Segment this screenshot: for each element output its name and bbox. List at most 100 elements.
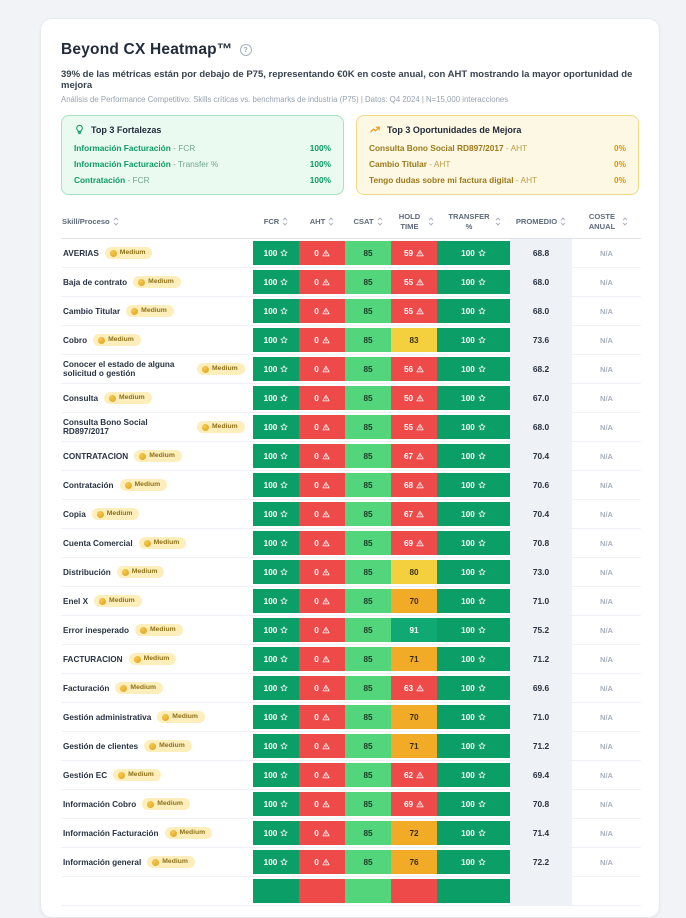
coste-anual-cell: N/A <box>600 770 613 780</box>
priority-dot-icon <box>133 655 141 663</box>
skill-cell: Facturación Medium <box>61 674 253 702</box>
transfer-cell: 100 <box>437 645 510 673</box>
strength-item: ContrataciónFCR 100% <box>74 172 331 188</box>
promedio-cell: 73.6 <box>510 326 572 354</box>
table-row[interactable]: Cobro Medium 100 0 85 83 100 73.6 N/A <box>61 326 641 355</box>
star-icon <box>280 655 288 663</box>
coste-anual-cell: N/A <box>600 712 613 722</box>
fcr-cell: 100 <box>253 616 299 644</box>
warning-icon <box>322 568 330 576</box>
column-header-promedio[interactable]: PROMEDIO <box>510 205 572 238</box>
hold-time-cell <box>391 877 437 905</box>
table-row[interactable]: CONTRATACION Medium 100 0 85 67 100 70.4 N/A <box>61 442 641 471</box>
coste-anual-cell: N/A <box>600 538 613 548</box>
sort-icon[interactable] <box>560 217 566 226</box>
table-row[interactable]: Consulta Medium 100 0 85 50 100 67.0 N/A <box>61 384 641 413</box>
sort-icon[interactable] <box>622 217 628 226</box>
table-row[interactable]: Baja de contrato Medium 100 0 85 55 100 68.0 N/A <box>61 268 641 297</box>
transfer-cell: 100 <box>437 732 510 760</box>
csat-cell: 85 <box>345 500 391 528</box>
table-row[interactable]: FACTURACION Medium 100 0 85 71 100 71.2 N/A <box>61 645 641 674</box>
priority-dot-icon <box>109 249 117 257</box>
star-icon <box>280 626 288 634</box>
column-header-aht[interactable]: AHT <box>299 205 345 238</box>
fcr-cell: 100 <box>253 442 299 470</box>
skill-cell: Cuenta Comercial Medium <box>61 529 253 557</box>
table-row[interactable]: Distribución Medium 100 0 85 80 100 73.0 N/A <box>61 558 641 587</box>
table-row[interactable]: Enel X Medium 100 0 85 70 100 71.0 N/A <box>61 587 641 616</box>
priority-dot-icon <box>169 829 177 837</box>
skill-name: FACTURACION <box>63 654 123 664</box>
hold-time-cell: 62 <box>391 761 437 789</box>
opportunity-metric: AHT <box>514 175 538 185</box>
column-header-skill[interactable]: Skill/Proceso <box>61 205 253 238</box>
table-row[interactable]: AVERIAS Medium 100 0 85 59 100 68.8 N/A <box>61 239 641 268</box>
csat-cell: 85 <box>345 674 391 702</box>
hold-time-cell: 69 <box>391 790 437 818</box>
coste-anual-cell: N/A <box>600 683 613 693</box>
table-row[interactable]: Información general Medium 100 0 85 76 100 72.2… <box>61 848 641 877</box>
strengths-panel: Top 3 Fortalezas Información Facturación… <box>61 115 344 195</box>
priority-dot-icon <box>138 278 146 286</box>
promedio-cell: 68.0 <box>510 297 572 325</box>
table-row[interactable]: Consulta Bono Social RD897/2017 Medium 100… <box>61 413 641 442</box>
summary-text: 39% de las métricas están por debajo de … <box>61 69 633 91</box>
column-header-coste-anual[interactable]: COSTE ANUAL <box>572 205 641 238</box>
sort-icon[interactable] <box>113 217 119 226</box>
column-header-fcr[interactable]: FCR <box>253 205 299 238</box>
strength-value: 100% <box>309 175 331 185</box>
hold-time-cell: 69 <box>391 529 437 557</box>
table-row[interactable]: Error inesperado Medium 100 0 85 91 100 75.2 N/A <box>61 616 641 645</box>
csat-cell: 85 <box>345 355 391 383</box>
table-row[interactable]: Contratación Medium 100 0 85 68 100 70.6 N/A <box>61 471 641 500</box>
transfer-cell <box>437 877 510 905</box>
star-icon <box>478 684 486 692</box>
sort-icon[interactable] <box>282 217 288 226</box>
sort-icon[interactable] <box>377 217 383 226</box>
csat-cell: 85 <box>345 645 391 673</box>
table-row[interactable]: Conocer el estado de alguna solicitud o … <box>61 355 641 384</box>
sort-icon[interactable] <box>495 217 501 226</box>
table-row[interactable]: Cuenta Comercial Medium 100 0 85 69 100 70.8 N/A <box>61 529 641 558</box>
csat-cell: 85 <box>345 732 391 760</box>
hold-time-cell: 71 <box>391 732 437 760</box>
table-row[interactable] <box>61 877 641 906</box>
star-icon <box>280 307 288 315</box>
warning-icon <box>416 684 424 692</box>
table-row[interactable]: Copia Medium 100 0 85 67 100 70.4 N/A <box>61 500 641 529</box>
promedio-cell: 69.4 <box>510 761 572 789</box>
promedio-cell: 70.8 <box>510 790 572 818</box>
aht-cell <box>299 877 345 905</box>
table-row[interactable]: Gestión administrativa Medium 100 0 85 70 100 7… <box>61 703 641 732</box>
aht-cell: 0 <box>299 558 345 586</box>
hold-time-cell: 70 <box>391 587 437 615</box>
star-icon <box>280 597 288 605</box>
table-row[interactable]: Gestión de clientes Medium 100 0 85 71 100 71.2… <box>61 732 641 761</box>
star-icon <box>280 858 288 866</box>
opportunities-title: Top 3 Oportunidades de Mejora <box>387 124 522 135</box>
promedio-cell: 72.2 <box>510 848 572 876</box>
table-row[interactable]: Cambio Titular Medium 100 0 85 55 100 68.0 N/A <box>61 297 641 326</box>
csat-cell: 85 <box>345 384 391 412</box>
card-header: Beyond CX Heatmap™ ? <box>61 41 639 59</box>
priority-dot-icon <box>143 539 151 547</box>
column-header-hold-time[interactable]: HOLD TIME <box>391 205 437 238</box>
opportunity-item: Tengo dudas sobre mi factura digitalAHT … <box>369 172 626 188</box>
table-row[interactable]: Gestión EC Medium 100 0 85 62 100 69.4 N/A <box>61 761 641 790</box>
sort-icon[interactable] <box>428 217 434 226</box>
column-header-transfer[interactable]: TRANSFER % <box>437 205 510 238</box>
column-header-csat[interactable]: CSAT <box>345 205 391 238</box>
help-icon[interactable]: ? <box>239 44 252 56</box>
table-row[interactable]: Información Facturación Medium 100 0 85 72 100… <box>61 819 641 848</box>
csat-cell: 85 <box>345 558 391 586</box>
aht-cell: 0 <box>299 413 345 441</box>
priority-badge: Medium <box>126 305 174 317</box>
fcr-cell: 100 <box>253 239 299 267</box>
table-row[interactable]: Información Cobro Medium 100 0 85 69 100 70.8 N/… <box>61 790 641 819</box>
hold-time-cell: 55 <box>391 413 437 441</box>
strength-metric: FCR <box>125 175 149 185</box>
csat-cell: 85 <box>345 326 391 354</box>
sort-icon[interactable] <box>328 217 334 226</box>
transfer-cell: 100 <box>437 616 510 644</box>
table-row[interactable]: Facturación Medium 100 0 85 63 100 69.6 N/A <box>61 674 641 703</box>
